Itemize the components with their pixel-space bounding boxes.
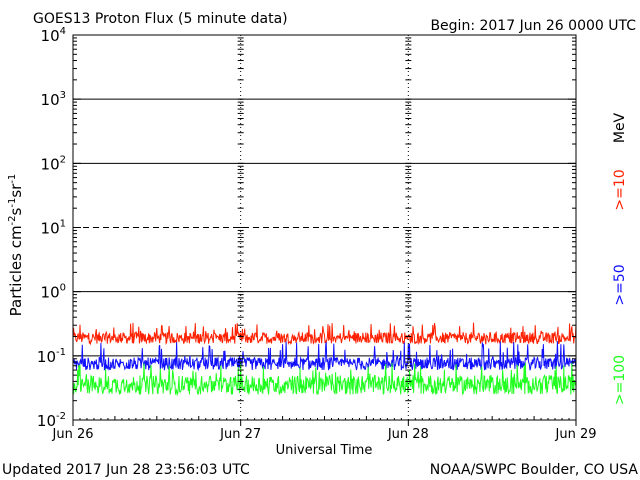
x-tick-label: Jun 29 bbox=[555, 427, 597, 442]
x-tick-label: Jun 28 bbox=[387, 427, 429, 442]
legend-series-ge100: >=100 bbox=[612, 355, 628, 405]
data-series bbox=[72, 322, 577, 397]
y-tick-label: 10-1 bbox=[37, 347, 66, 366]
y-axis-label-sup1: -2 bbox=[7, 215, 18, 225]
y-axis-label-sup2: -1 bbox=[7, 198, 18, 208]
day-boundary-ticks bbox=[237, 35, 412, 421]
legend-units: MeV bbox=[612, 112, 628, 143]
y-tick-label: 101 bbox=[41, 219, 66, 238]
legend-series-ge10: >=10 bbox=[612, 169, 628, 210]
x-axis-ticks: Jun 26 Jun 27 Jun 28 Jun 29 bbox=[52, 416, 597, 442]
y-tick-label: 103 bbox=[41, 90, 66, 109]
y-axis-ticks: 10-2 10-1 100 101 102 103 104 bbox=[37, 26, 576, 430]
y-axis-label-sup3: -1 bbox=[7, 174, 18, 184]
series-line bbox=[72, 322, 577, 346]
credit-label: NOAA/SWPC Boulder, CO USA bbox=[430, 462, 639, 478]
y-tick-label: 104 bbox=[41, 26, 66, 45]
x-axis-label: Universal Time bbox=[276, 443, 373, 458]
threshold-lines bbox=[73, 98, 576, 357]
y-tick-label: 102 bbox=[41, 154, 66, 173]
x-tick-label: Jun 26 bbox=[52, 427, 94, 442]
y-tick-label: 10-2 bbox=[37, 411, 66, 430]
series-line bbox=[72, 362, 577, 397]
y-axis-label-main: Particles cm bbox=[7, 225, 25, 316]
y-tick-label: 100 bbox=[41, 283, 66, 302]
x-tick-label: Jun 27 bbox=[219, 427, 261, 442]
chart-title: GOES13 Proton Flux (5 minute data) bbox=[33, 11, 288, 27]
y-axis-label: Particles cm-2s-1sr-1 bbox=[7, 174, 25, 317]
updated-timestamp: Updated 2017 Jun 28 23:56:03 UTC bbox=[2, 462, 250, 478]
begin-label: Begin: 2017 Jun 26 0000 UTC bbox=[430, 18, 636, 34]
y-axis-label-mid2: sr bbox=[7, 183, 25, 198]
series-line bbox=[72, 341, 577, 372]
y-axis-label-mid1: s bbox=[7, 207, 25, 215]
legend-series-ge50: >=50 bbox=[612, 264, 628, 305]
